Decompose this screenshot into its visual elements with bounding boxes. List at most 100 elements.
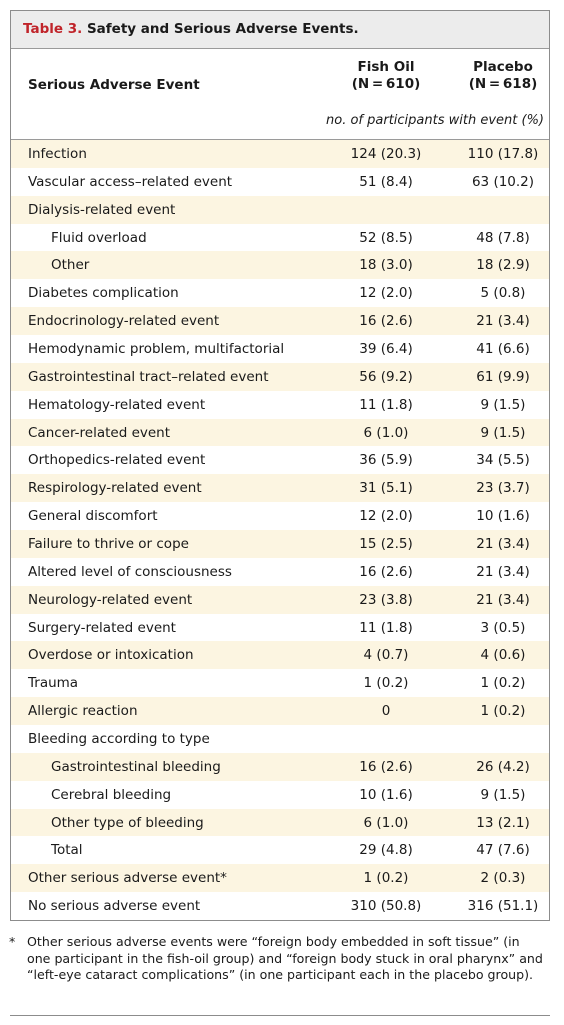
table-row: Diabetes complication 12 (2.0) 5 (0.8) — [11, 279, 549, 307]
row-label: Other serious adverse event* — [28, 870, 227, 887]
footnote-text: Other serious adverse events were “forei… — [27, 934, 543, 982]
row-placebo-value: 5 (0.8) — [480, 285, 526, 302]
row-placebo-value: 26 (4.2) — [476, 758, 530, 775]
row-placebo-value: 23 (3.7) — [476, 480, 530, 497]
row-label: General discomfort — [28, 508, 158, 525]
row-fish-oil-value: 31 (5.1) — [359, 480, 413, 497]
row-label: Infection — [28, 146, 87, 162]
row-placebo-value: 2 (0.3) — [480, 870, 526, 887]
row-label: Other type of bleeding — [51, 814, 204, 831]
row-fish-oil-value: 16 (2.6) — [359, 758, 413, 775]
column-header-placebo-n: (N = 618) — [468, 76, 538, 92]
table-row: Gastrointestinal bleeding 16 (2.6) 26 (4.2… — [11, 752, 549, 781]
table-row: Orthopedics-related event 36 (5.9) 34 (5.5… — [11, 446, 549, 474]
table-frame: Table 3. Safety and Serious Adverse Even… — [10, 10, 550, 921]
unit-label: no. of participants with event (%) — [326, 113, 544, 128]
row-fish-oil-value: 10 (1.6) — [359, 786, 413, 803]
column-header-placebo-name: Placebo — [473, 59, 533, 75]
table-row: Cerebral bleeding 10 (1.6) 9 (1.5) — [11, 781, 549, 809]
row-fish-oil-value: 39 (6.4) — [359, 341, 413, 358]
row-label: Other — [51, 257, 90, 274]
row-label: Trauma — [28, 675, 79, 692]
table-row: Other serious adverse event* 1 (0.2) 2 (0.… — [11, 864, 549, 893]
row-label: Cerebral bleeding — [51, 786, 172, 803]
row-placebo-value: 3 (0.5) — [480, 619, 526, 636]
row-fish-oil-value: 16 (2.6) — [359, 563, 413, 580]
table-row: Vascular access–related event 51 (8.4) 63 … — [11, 168, 549, 196]
table-row: Altered level of consciousness 16 (2.6) 21… — [11, 558, 549, 586]
row-placebo-value: 21 (3.4) — [476, 591, 530, 608]
row-fish-oil-value: 11 (1.8) — [359, 396, 413, 413]
row-label: Neurology-related event — [28, 591, 193, 608]
row-fish-oil-value: 12 (2.0) — [359, 285, 413, 302]
row-placebo-value: 1 (0.2) — [480, 675, 526, 692]
column-header-placebo: Placebo (N = 618) — [463, 59, 543, 93]
row-placebo-value: 10 (1.6) — [476, 508, 530, 525]
table-row: Allergic reaction 0 1 (0.2) — [11, 697, 549, 726]
row-fish-oil-value: 29 (4.8) — [359, 842, 413, 859]
row-fish-oil-value: 51 (8.4) — [359, 173, 413, 190]
row-label: Gastrointestinal tract–related event — [28, 368, 269, 385]
row-label: Respirology-related event — [28, 480, 202, 497]
column-header-fish-oil-n: (N = 610) — [351, 76, 421, 92]
row-fish-oil-value: 4 (0.7) — [363, 647, 409, 664]
row-label: Cancer-related event — [28, 424, 171, 441]
column-header-fish-oil-name: Fish Oil — [357, 59, 415, 75]
row-label: Gastrointestinal bleeding — [51, 758, 221, 775]
row-label: Altered level of consciousness — [28, 563, 232, 580]
row-label: Endocrinology-related event — [28, 313, 220, 330]
row-placebo-value: 47 (7.6) — [476, 842, 530, 859]
table-title: Table 3. Safety and Serious Adverse Even… — [23, 21, 359, 37]
table-row: Total 29 (4.8) 47 (7.6) — [11, 836, 549, 864]
row-placebo-value: 48 (7.8) — [476, 229, 530, 246]
row-fish-oil-value: 12 (2.0) — [359, 508, 413, 525]
row-fish-oil-value: 52 (8.5) — [359, 229, 413, 246]
row-placebo-value: 41 (6.6) — [476, 341, 530, 358]
row-label: Orthopedics-related event — [28, 452, 206, 469]
table-row: Hemodynamic problem, multifactorial 39 (6… — [11, 335, 549, 363]
table-row: Other 18 (3.0) 18 (2.9) — [11, 251, 549, 280]
row-label: Dialysis-related event — [28, 201, 176, 218]
row-fish-oil-value: 23 (3.8) — [359, 591, 413, 608]
row-placebo-value: 316 (51.1) — [467, 898, 539, 915]
row-fish-oil-value: 310 (50.8) — [350, 898, 422, 915]
row-label: No serious adverse event — [28, 898, 201, 915]
row-fish-oil-value: 16 (2.6) — [359, 313, 413, 330]
row-fish-oil-value: 0 — [381, 703, 391, 720]
table-row: Failure to thrive or cope 15 (2.5) 21 (3.4… — [11, 530, 549, 558]
table-row: Bleeding according to type — [11, 725, 549, 753]
row-placebo-value: 21 (3.4) — [476, 563, 530, 580]
table-row: Endocrinology-related event 16 (2.6) 21 (3… — [11, 307, 549, 336]
table-row: Dialysis-related event — [11, 195, 549, 224]
table-body: Infection 124 (20.3) 110 (17.8) Vascular ac… — [11, 140, 549, 920]
row-label: Fluid overload — [51, 229, 147, 246]
table-row: Infection 124 (20.3) 110 (17.8) — [11, 140, 549, 168]
row-label: Diabetes complication — [28, 285, 179, 302]
row-fish-oil-value: 36 (5.9) — [359, 452, 413, 469]
bottom-divider — [10, 1015, 550, 1016]
row-label: Hematology-related event — [28, 396, 206, 413]
row-fish-oil-value: 56 (9.2) — [359, 368, 413, 385]
row-placebo-value: 63 (10.2) — [471, 173, 535, 190]
row-placebo-value: 4 (0.6) — [480, 647, 526, 664]
table-title-text: Safety and Serious Adverse Events. — [86, 21, 359, 37]
column-header-event: Serious Adverse Event — [28, 77, 200, 93]
row-label: Failure to thrive or cope — [28, 536, 189, 553]
row-placebo-value: 9 (1.5) — [480, 424, 526, 441]
row-fish-oil-value: 124 (20.3) — [350, 146, 422, 162]
row-label: Allergic reaction — [28, 703, 138, 720]
row-fish-oil-value: 1 (0.2) — [363, 870, 409, 887]
table-row: Gastrointestinal tract–related event 56 (… — [11, 362, 549, 391]
header-divider — [11, 139, 549, 140]
row-fish-oil-value: 15 (2.5) — [359, 536, 413, 553]
row-placebo-value: 13 (2.1) — [476, 814, 530, 831]
row-placebo-value: 34 (5.5) — [476, 452, 530, 469]
row-placebo-value: 1 (0.2) — [480, 703, 526, 720]
table-row: General discomfort 12 (2.0) 10 (1.6) — [11, 502, 549, 530]
table-row: Fluid overload 52 (8.5) 48 (7.8) — [11, 224, 549, 252]
table-row: Respirology-related event 31 (5.1) 23 (3.7… — [11, 474, 549, 503]
table-row: Overdose or intoxication 4 (0.7) 4 (0.6) — [11, 641, 549, 670]
row-label: Vascular access–related event — [28, 173, 233, 190]
table-row: Hematology-related event 11 (1.8) 9 (1.5) — [11, 391, 549, 419]
table-title-bar: Table 3. Safety and Serious Adverse Even… — [11, 11, 549, 49]
